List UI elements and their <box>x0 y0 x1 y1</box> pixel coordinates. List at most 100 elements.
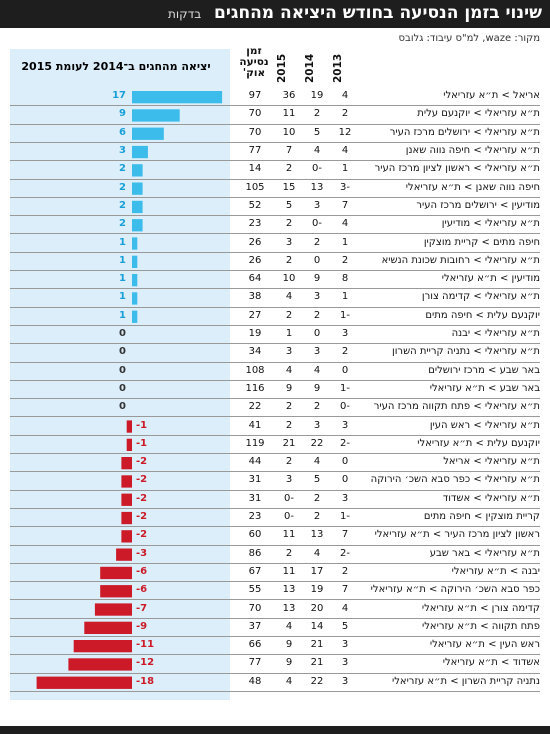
row-separator <box>10 562 540 564</box>
cell-oct: 27 <box>248 309 262 321</box>
change-bar <box>132 274 138 287</box>
cell-y2015: 11 <box>282 108 296 120</box>
change-bar <box>121 457 132 470</box>
route-name: ת״א עזריאלי > פתח תקווה מרכז העיר <box>373 401 540 413</box>
cell-y2014: 0 <box>313 254 321 266</box>
cell-y2015: 2 <box>285 419 293 431</box>
cell-y2014: 14 <box>310 620 324 632</box>
change-label: -12 <box>136 657 155 669</box>
row-separator <box>10 178 540 180</box>
cell-y2013: 3 <box>341 639 349 651</box>
route-name: ת״א עזריאלי > קדימה צורן <box>421 291 540 303</box>
panel-title: יציאה מהחגים ב־2014 לעומת 2015 <box>21 60 211 73</box>
cell-y2015: 0- <box>284 492 294 504</box>
change-bar <box>116 548 132 561</box>
cell-y2014: 4 <box>313 145 321 157</box>
row-separator <box>10 105 540 107</box>
cell-y2014: 5 <box>313 126 321 138</box>
cell-y2015: 10 <box>282 273 296 285</box>
cell-oct: 52 <box>248 199 262 211</box>
cell-y2013: 1- <box>340 382 350 394</box>
cell-y2013: 2 <box>341 346 349 358</box>
header-bar: שינוי בזמן הנסיעה בחודש היציאה מהחגים בד… <box>0 0 550 28</box>
route-name: קדימה צורן > ת״א עזריאלי <box>421 602 540 614</box>
row-separator <box>10 324 540 326</box>
cell-y2014: 20 <box>310 602 324 614</box>
change-label: 1 <box>119 273 126 285</box>
cell-oct: 60 <box>248 529 262 541</box>
cell-y2015: 9 <box>285 382 293 394</box>
cell-y2014: 9 <box>313 382 321 394</box>
change-bar <box>132 310 138 323</box>
change-bar <box>132 219 143 232</box>
cell-y2013: 5 <box>341 620 349 632</box>
cell-y2014: 3 <box>313 199 321 211</box>
row-separator <box>10 251 540 253</box>
cell-y2013: 12 <box>338 126 352 138</box>
cell-y2015: 4 <box>285 675 293 687</box>
change-label: -2 <box>136 456 148 468</box>
change-label: -2 <box>136 474 148 486</box>
change-bar <box>132 182 143 195</box>
route-name: חיפה נווה שאנן > ת״א עזריאלי <box>405 181 540 193</box>
cell-y2015: 13 <box>282 602 296 614</box>
cell-y2014: 2 <box>313 309 321 321</box>
cell-y2013: 4 <box>341 145 349 157</box>
cell-oct: 97 <box>248 90 262 102</box>
cell-y2015: 2 <box>285 218 293 230</box>
cell-oct: 19 <box>248 328 262 340</box>
cell-y2015: 2 <box>285 401 293 413</box>
change-label: -6 <box>136 565 148 577</box>
row-separator <box>10 141 540 143</box>
cell-y2013: 2- <box>340 437 350 449</box>
row-separator <box>10 617 540 619</box>
cell-y2014: 4 <box>313 547 321 559</box>
route-name: יוקנעם עלית > חיפה מתים <box>425 309 540 321</box>
cell-oct: 31 <box>248 474 262 486</box>
cell-y2013: 4 <box>341 602 349 614</box>
change-label: -2 <box>136 529 148 541</box>
route-name: מודיעין > ירושלים מרכז העיר <box>416 199 540 211</box>
route-name: מודיעין > ת״א עזריאלי <box>441 273 540 285</box>
change-label: 2 <box>119 199 126 211</box>
cell-oct: 23 <box>248 511 262 523</box>
row-separator <box>10 581 540 583</box>
row-separator <box>10 453 540 454</box>
row-separator <box>10 416 540 418</box>
cell-y2015: 4 <box>285 620 293 632</box>
cell-y2015: 3 <box>285 236 293 248</box>
row-separator <box>10 636 540 637</box>
cell-y2014: 4 <box>313 456 321 468</box>
change-bar <box>126 438 132 451</box>
cell-y2013: 0- <box>340 401 350 413</box>
change-label: 1 <box>119 236 126 248</box>
change-label: -18 <box>136 675 155 687</box>
route-name: ת״א עזריאלי > יבנה <box>451 328 540 340</box>
change-label: 2 <box>119 218 126 230</box>
change-bar <box>132 91 223 104</box>
cell-y2015: 1 <box>285 328 293 340</box>
cell-oct: 34 <box>248 346 262 358</box>
col-header-oct-line1: זמן <box>246 45 262 57</box>
change-bar <box>132 164 143 177</box>
change-bar <box>94 603 132 616</box>
cell-y2015: 2 <box>285 456 293 468</box>
row-separator <box>10 471 540 473</box>
cell-oct: 31 <box>248 492 262 504</box>
cell-oct: 86 <box>248 547 262 559</box>
cell-y2014: 13 <box>310 529 324 541</box>
cell-oct: 55 <box>248 584 262 596</box>
row-separator <box>10 398 540 400</box>
cell-y2015: 2 <box>285 309 293 321</box>
col-header-oct-line2: נסיעה <box>239 56 269 68</box>
change-label: 0 <box>119 328 126 340</box>
cell-y2015: 3 <box>285 346 293 358</box>
cell-y2013: 3 <box>341 675 349 687</box>
chart-subtitle: בדקות <box>168 7 202 21</box>
change-label: -1 <box>136 419 148 431</box>
change-label: 3 <box>119 145 126 157</box>
row-separator <box>10 270 540 271</box>
cell-oct: 41 <box>248 419 262 431</box>
cell-y2014: 2 <box>313 401 321 413</box>
change-bar <box>36 676 132 689</box>
